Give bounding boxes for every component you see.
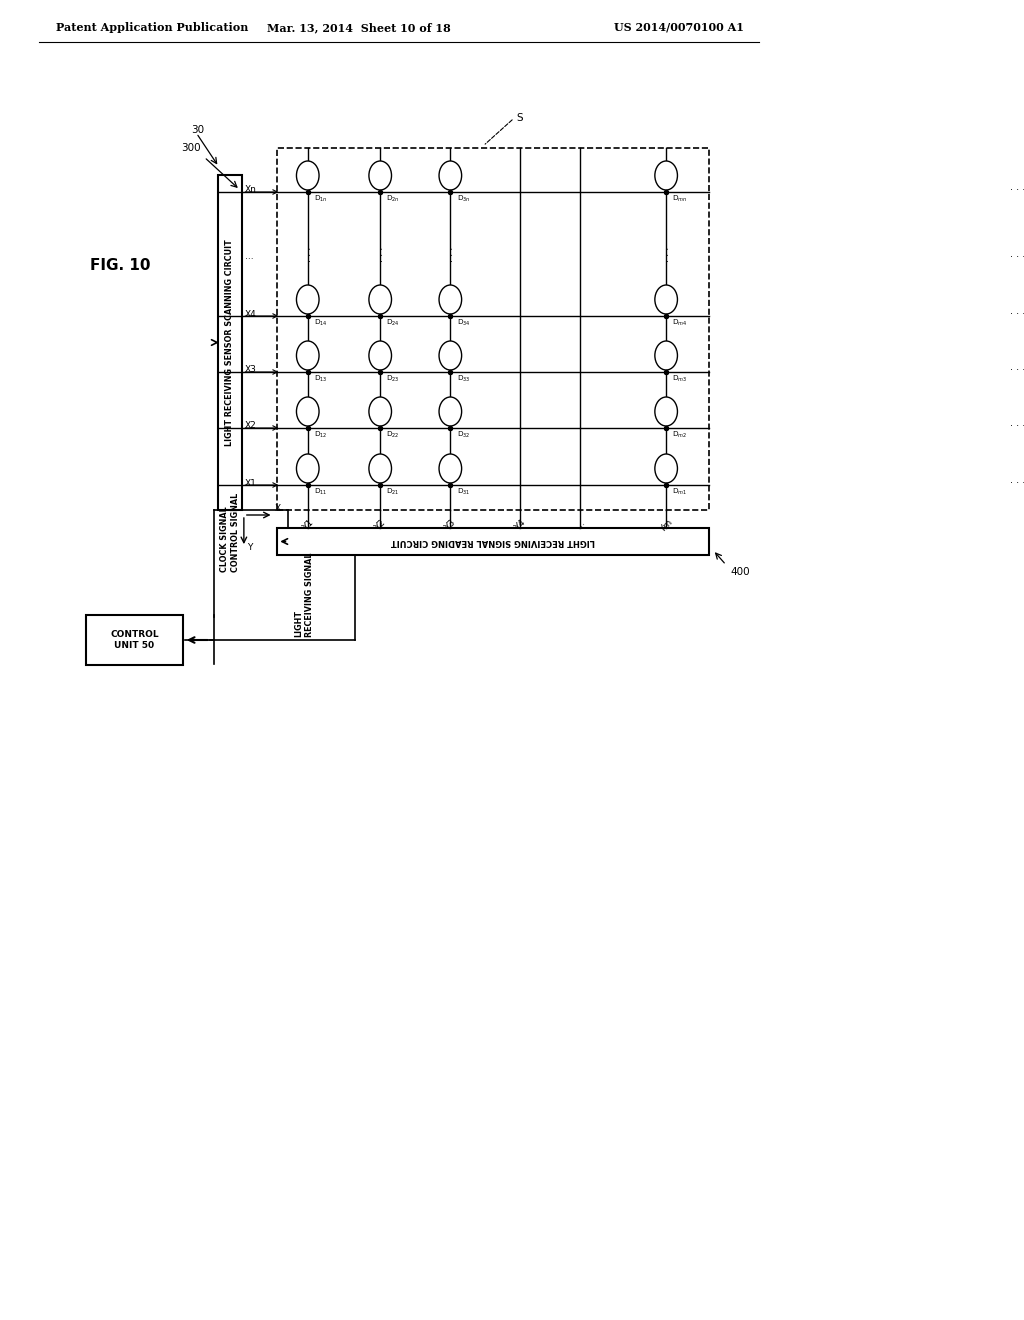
Text: . . .: . . . bbox=[303, 247, 312, 261]
Text: D$_{m2}$: D$_{m2}$ bbox=[673, 430, 688, 440]
Text: X: X bbox=[275, 504, 282, 513]
Text: CONTROL
UNIT 50: CONTROL UNIT 50 bbox=[111, 630, 159, 649]
Circle shape bbox=[439, 161, 462, 190]
Circle shape bbox=[439, 341, 462, 370]
Circle shape bbox=[655, 161, 678, 190]
Circle shape bbox=[369, 341, 391, 370]
Text: Y: Y bbox=[247, 543, 252, 552]
Text: D$_{3n}$: D$_{3n}$ bbox=[457, 194, 470, 205]
Circle shape bbox=[655, 397, 678, 426]
Circle shape bbox=[439, 397, 462, 426]
Text: D$_{m1}$: D$_{m1}$ bbox=[673, 487, 688, 498]
Text: Y4: Y4 bbox=[513, 517, 527, 532]
Text: LIGHT
RECEIVING SIGNAL: LIGHT RECEIVING SIGNAL bbox=[295, 553, 314, 638]
Text: . . .: . . . bbox=[1010, 182, 1024, 191]
Text: X1: X1 bbox=[245, 479, 257, 487]
Circle shape bbox=[655, 285, 678, 314]
Text: 30: 30 bbox=[190, 125, 204, 135]
Text: D$_{2n}$: D$_{2n}$ bbox=[386, 194, 400, 205]
Text: D$_{13}$: D$_{13}$ bbox=[314, 374, 328, 384]
Text: D$_{33}$: D$_{33}$ bbox=[457, 374, 470, 384]
Text: . . .: . . . bbox=[662, 247, 671, 261]
Text: ...: ... bbox=[574, 517, 587, 531]
Circle shape bbox=[369, 397, 391, 426]
Text: 300: 300 bbox=[181, 143, 201, 153]
Text: CLOCK SIGNAL
CONTROL SIGNAL: CLOCK SIGNAL CONTROL SIGNAL bbox=[220, 492, 240, 572]
Text: US 2014/0070100 A1: US 2014/0070100 A1 bbox=[614, 22, 744, 33]
Text: D$_{m3}$: D$_{m3}$ bbox=[673, 374, 688, 384]
Text: D$_{23}$: D$_{23}$ bbox=[386, 374, 400, 384]
Text: Y3: Y3 bbox=[443, 517, 458, 532]
Circle shape bbox=[369, 454, 391, 483]
Text: . . .: . . . bbox=[1010, 249, 1024, 259]
Text: S: S bbox=[516, 114, 523, 123]
Circle shape bbox=[655, 341, 678, 370]
Text: D$_{11}$: D$_{11}$ bbox=[314, 487, 328, 498]
Text: X2: X2 bbox=[245, 421, 256, 430]
Text: . . .: . . . bbox=[1010, 306, 1024, 315]
Text: . . .: . . . bbox=[1010, 418, 1024, 428]
Text: D$_{14}$: D$_{14}$ bbox=[314, 318, 328, 329]
Text: 400: 400 bbox=[731, 568, 751, 577]
Circle shape bbox=[439, 454, 462, 483]
Text: D$_{m4}$: D$_{m4}$ bbox=[673, 318, 688, 329]
Text: D$_{1n}$: D$_{1n}$ bbox=[314, 194, 328, 205]
Text: D$_{12}$: D$_{12}$ bbox=[314, 430, 328, 440]
Circle shape bbox=[369, 285, 391, 314]
Circle shape bbox=[297, 341, 319, 370]
Text: Patent Application Publication: Patent Application Publication bbox=[56, 22, 249, 33]
Text: . . .: . . . bbox=[375, 247, 385, 261]
Text: LIGHT RECEIVING SIGNAL READING CIRCUIT: LIGHT RECEIVING SIGNAL READING CIRCUIT bbox=[391, 537, 595, 546]
Bar bbox=[86, 615, 183, 665]
Text: Ym: Ym bbox=[658, 517, 675, 535]
Text: D$_{34}$: D$_{34}$ bbox=[457, 318, 470, 329]
Text: Y2: Y2 bbox=[373, 517, 387, 532]
Text: Y1: Y1 bbox=[301, 517, 314, 532]
Text: . . .: . . . bbox=[1010, 475, 1024, 484]
Text: LIGHT RECEIVING SENSOR SCANNING CIRCUIT: LIGHT RECEIVING SENSOR SCANNING CIRCUIT bbox=[225, 239, 234, 446]
Text: D$_{22}$: D$_{22}$ bbox=[386, 430, 400, 440]
Text: FIG. 10: FIG. 10 bbox=[89, 257, 151, 272]
Circle shape bbox=[297, 285, 319, 314]
Text: D$_{21}$: D$_{21}$ bbox=[386, 487, 400, 498]
Text: . . .: . . . bbox=[445, 247, 456, 261]
Text: D$_{31}$: D$_{31}$ bbox=[457, 487, 470, 498]
Bar bbox=[218, 176, 242, 510]
Text: . . .: . . . bbox=[1010, 362, 1024, 372]
Circle shape bbox=[369, 161, 391, 190]
Text: D$_{32}$: D$_{32}$ bbox=[457, 430, 470, 440]
Text: D$_{mn}$: D$_{mn}$ bbox=[673, 194, 688, 205]
Circle shape bbox=[297, 454, 319, 483]
Circle shape bbox=[297, 397, 319, 426]
Text: X4: X4 bbox=[245, 309, 256, 318]
Text: Xn: Xn bbox=[245, 186, 257, 194]
Text: ...: ... bbox=[245, 252, 253, 260]
Bar bbox=[276, 528, 709, 554]
Circle shape bbox=[439, 285, 462, 314]
Circle shape bbox=[655, 454, 678, 483]
Circle shape bbox=[297, 161, 319, 190]
Text: Mar. 13, 2014  Sheet 10 of 18: Mar. 13, 2014 Sheet 10 of 18 bbox=[266, 22, 451, 33]
Text: D$_{24}$: D$_{24}$ bbox=[386, 318, 400, 329]
Text: X3: X3 bbox=[245, 366, 257, 375]
